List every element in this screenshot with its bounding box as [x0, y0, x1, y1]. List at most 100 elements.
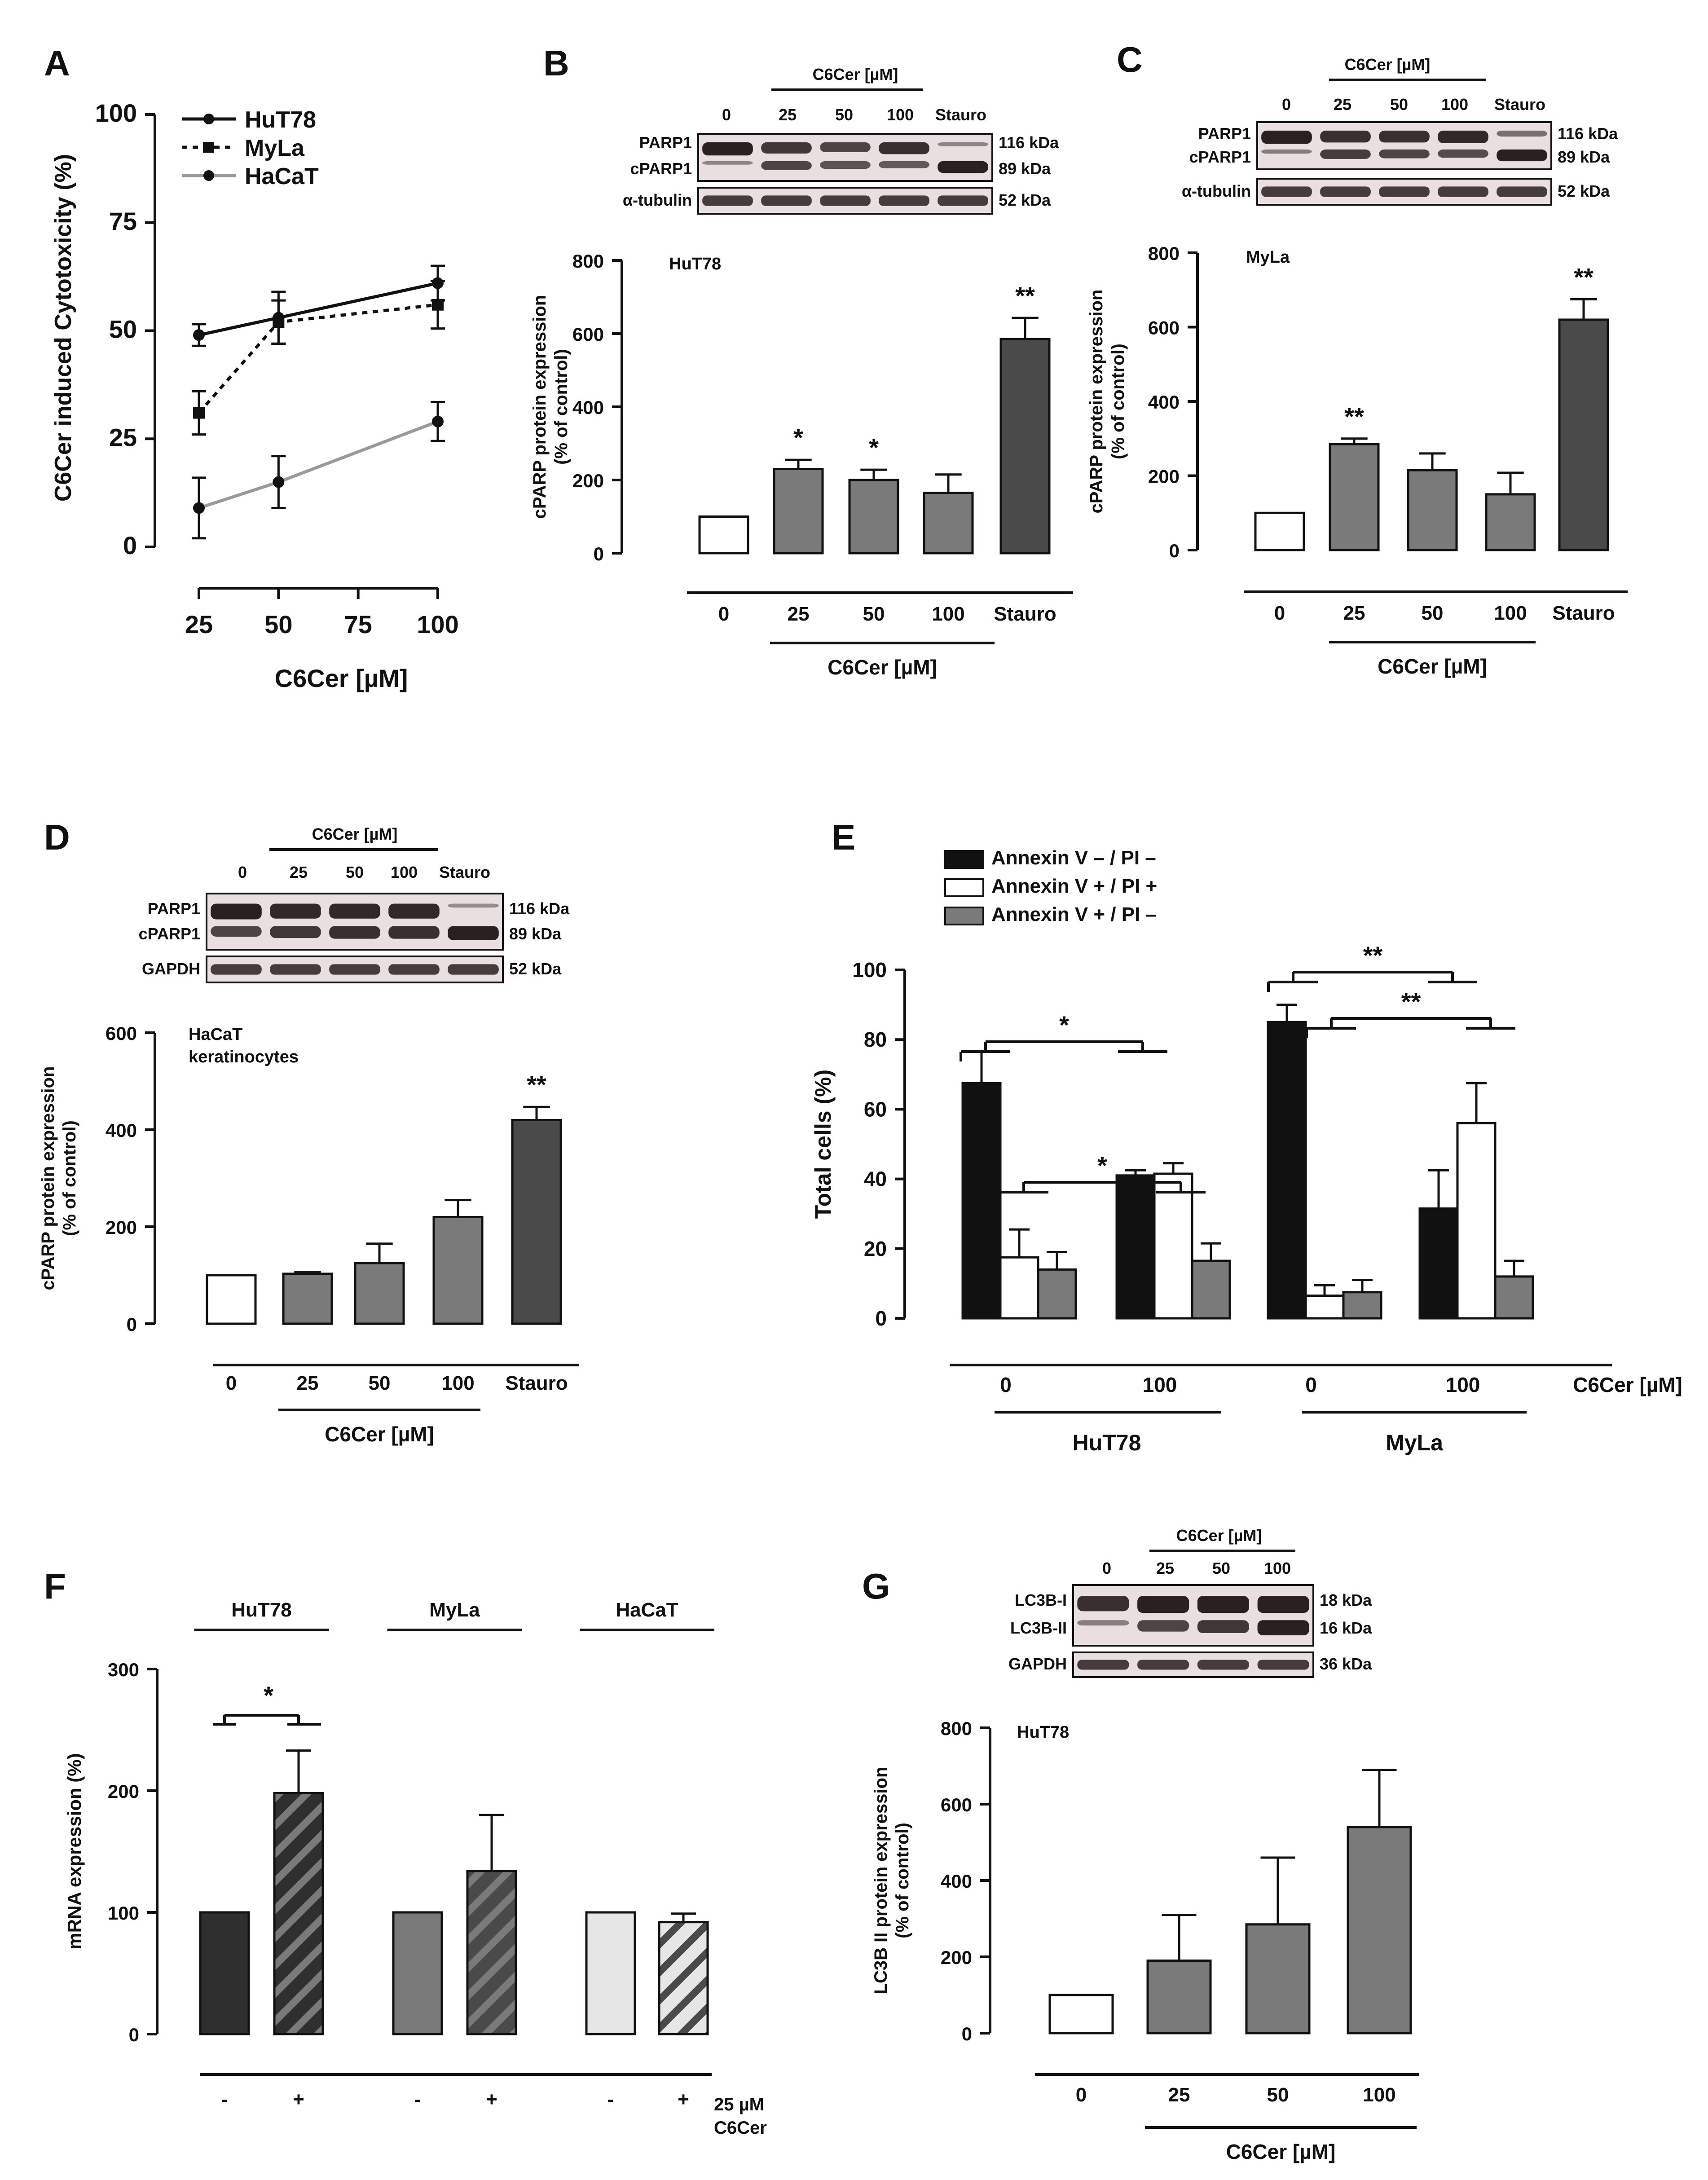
b-ytick-label: 0	[594, 543, 604, 564]
blot-band-upper	[1197, 1596, 1249, 1613]
panel-letter-f: F	[44, 1566, 66, 1606]
e-bar	[999, 1256, 1039, 1320]
g-xgroup-label: C6Cer [µM]	[1226, 2140, 1336, 2163]
blot-band-lower	[1077, 1620, 1129, 1626]
blot-band-lower	[761, 161, 812, 170]
b-ytick-label: 600	[572, 324, 604, 345]
e-ytick-label: 100	[852, 958, 887, 982]
blot-membrane	[1072, 1584, 1314, 1647]
f-treatment-label: -	[414, 2088, 421, 2110]
blot-band-upper	[702, 142, 753, 156]
a-legend-label: HaCaT	[245, 163, 319, 189]
chart-g: 0 200 400 600 800 LC3B II protein expression(…	[871, 1526, 1419, 2163]
a-xtick-label: 100	[417, 610, 458, 639]
c-ylabel-unit: (% of control)	[1108, 344, 1128, 459]
blot-lane-label: 25	[290, 863, 308, 881]
e-dose-label: 100	[1446, 1373, 1480, 1396]
g-bar	[1146, 1960, 1212, 2035]
c-xgroup-label: C6Cer [µM]	[1378, 655, 1487, 678]
blot-header-label: C6Cer [µM]	[1345, 55, 1431, 74]
c-ylabel: cPARP protein expression	[1087, 290, 1106, 514]
blot-lane-label: 50	[1390, 95, 1408, 114]
f-treatment-label: -	[607, 2088, 614, 2110]
blot-header-label: C6Cer [µM]	[813, 65, 898, 84]
g-ylabel-unit: (% of control)	[893, 1823, 912, 1938]
blot-lane-label: 0	[722, 106, 731, 124]
blot-band-upper	[329, 903, 380, 919]
panel-letter-e: E	[832, 817, 855, 857]
blot-band-upper	[938, 142, 988, 146]
b-xgroup-label: C6Cer [µM]	[828, 656, 937, 679]
g-bar	[1347, 1826, 1412, 2035]
d-ytick-label: 200	[106, 1217, 137, 1238]
blot-band-loading	[761, 195, 812, 206]
e-ytick-label: 0	[875, 1307, 887, 1330]
d-category-label: 25	[297, 1372, 319, 1394]
blot-row-label: PARP1	[148, 899, 200, 918]
blot-band-loading	[1320, 186, 1371, 197]
b-bar	[698, 515, 749, 555]
blot-kda-label: 116 kDa	[999, 133, 1059, 152]
c-ytick-label: 800	[1148, 243, 1180, 264]
e-legend-swatch	[944, 850, 984, 869]
c-category-label: 100	[1494, 602, 1527, 624]
blot-band-lower	[1261, 149, 1312, 154]
blot-row-label: LC3B-II	[1010, 1619, 1067, 1637]
blot-row-label: LC3B-I	[1015, 1591, 1067, 1609]
d-bar	[511, 1119, 562, 1325]
e-dose-unit: C6Cer [µM]	[1573, 1373, 1682, 1396]
a-series-line-HaCaT	[198, 420, 439, 510]
blot-band-loading	[388, 964, 440, 975]
e-cell-label: HuT78	[1073, 1430, 1141, 1455]
f-bar	[466, 1870, 517, 2035]
blot-band-loading	[1497, 186, 1547, 197]
blot-band-upper	[448, 903, 499, 908]
b-bar	[923, 492, 974, 555]
f-significance: *	[264, 1681, 273, 1709]
e-dose-label: 100	[1143, 1373, 1177, 1396]
western-blot: C6Cer [µM] 0 25 50 100 Stauro PARP1 cPARP1 α-tub…	[1182, 55, 1618, 206]
c-bar	[1558, 318, 1609, 551]
blot-band-upper	[1077, 1596, 1129, 1612]
a-point-marker	[273, 476, 285, 488]
blot-row-label: α-tubulin	[1182, 182, 1251, 200]
blot-band-upper	[211, 903, 262, 920]
c-bar	[1485, 493, 1536, 551]
e-bar	[1267, 1021, 1307, 1320]
blot-band-loading	[1137, 1660, 1189, 1670]
c-category-label: 25	[1343, 602, 1365, 624]
blot-band-lower	[1438, 149, 1488, 158]
c-bar	[1254, 511, 1305, 551]
blot-band-loading	[448, 964, 499, 975]
blot-lane-label: 25	[1334, 95, 1351, 114]
a-legend-marker	[203, 170, 214, 181]
blot-kda-label: 16 kDa	[1320, 1619, 1372, 1637]
blot-band-upper	[879, 142, 929, 154]
f-ylabel: mRNA expression (%)	[64, 1753, 85, 1949]
blot-lane-label: 100	[1264, 1559, 1291, 1577]
blot-band-lower	[1137, 1620, 1189, 1632]
e-ylabel: Total cells (%)	[810, 1070, 836, 1219]
a-point-marker	[432, 415, 444, 427]
a-point-marker	[193, 502, 205, 514]
d-ylabel: cPARP protein expression	[38, 1066, 58, 1290]
blot-membrane	[1256, 121, 1552, 170]
a-point-marker	[193, 407, 205, 419]
blot-band-upper	[270, 903, 321, 919]
g-bar	[1245, 1923, 1311, 2035]
blot-lane-label: 0	[238, 863, 247, 881]
blot-membrane	[206, 893, 504, 951]
panel-letter-a: A	[44, 43, 70, 83]
e-bar	[1115, 1174, 1156, 1320]
f-treatment-note-2: C6Cer	[714, 2118, 767, 2138]
blot-kda-label: 52 kDa	[1558, 182, 1610, 200]
blot-band-loading	[820, 195, 871, 206]
e-bar	[1153, 1172, 1193, 1320]
blot-band-lower	[938, 161, 988, 173]
f-bar	[658, 1921, 709, 2035]
b-significance: *	[869, 433, 879, 462]
blot-band-lower	[270, 926, 321, 938]
a-legend-marker	[203, 142, 214, 153]
blot-band-upper	[1257, 1596, 1309, 1613]
blot-band-lower	[879, 161, 929, 168]
